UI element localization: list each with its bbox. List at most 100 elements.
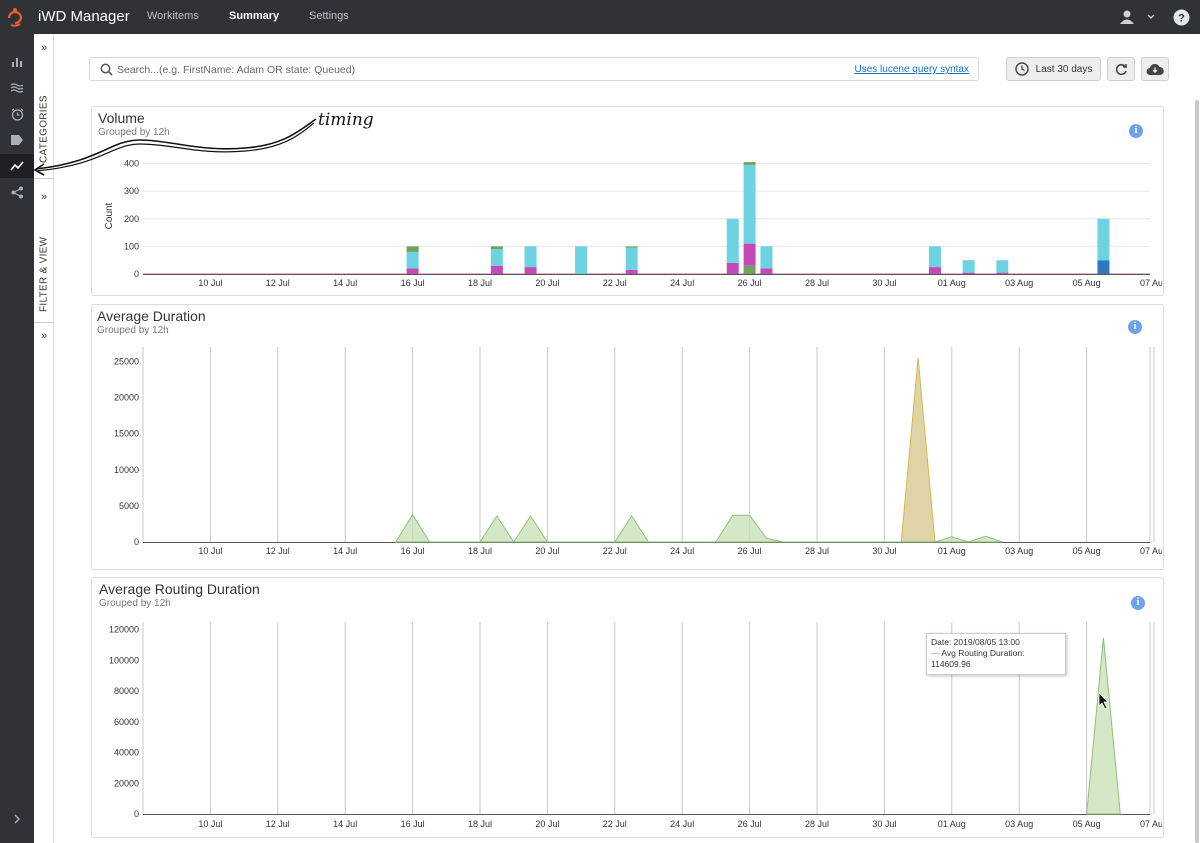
expand-filter-icon[interactable]: » [40, 191, 48, 203]
info-icon[interactable]: i [1128, 320, 1142, 334]
x-tick-label: 18 Jul [468, 546, 492, 556]
clock-icon [1014, 62, 1029, 76]
x-tick-label: 12 Jul [266, 278, 290, 288]
x-tick-label: 24 Jul [670, 819, 694, 829]
y-tick-label: 300 [124, 186, 139, 196]
bar-segment [406, 246, 419, 252]
x-tick-label: 12 Jul [266, 546, 290, 556]
x-tick-label: 30 Jul [872, 819, 896, 829]
y-tick-label: 20000 [114, 778, 139, 788]
top-bar: iWD Manager Workitems Summary Settings ? [0, 0, 1200, 34]
x-tick-label: 30 Jul [872, 546, 896, 556]
expand-categories-icon[interactable]: » [40, 42, 48, 54]
volume-subtitle: Grouped by 12h [98, 127, 170, 138]
area-series [394, 513, 1003, 543]
bar-chart-icon [12, 58, 22, 67]
y-tick-label: 15000 [114, 429, 139, 439]
mouse-cursor-icon [1098, 692, 1109, 710]
x-tick-label: 07 Aug [1140, 278, 1162, 288]
tooltip-date: Date: 2019/08/05 13:00 [931, 637, 1020, 647]
refresh-icon [1115, 63, 1127, 75]
y-tick-label: 25000 [114, 356, 139, 366]
x-tick-label: 05 Aug [1073, 278, 1101, 288]
share-icon [11, 186, 23, 198]
scrollbar[interactable] [1195, 100, 1199, 843]
x-tick-label: 16 Jul [401, 819, 425, 829]
nav-alarms[interactable] [0, 102, 34, 126]
help-icon[interactable]: ? [1173, 9, 1190, 26]
nav-share[interactable] [0, 180, 34, 204]
bar-segment [490, 246, 503, 250]
divider [34, 178, 54, 179]
bar-segment [962, 260, 975, 273]
x-tick-label: 03 Aug [1005, 546, 1033, 556]
y-tick-label: 100 [124, 241, 139, 251]
bar-segment [524, 246, 537, 268]
expand-panel-icon[interactable]: » [40, 330, 48, 342]
x-tick-label: 12 Jul [266, 819, 290, 829]
trend-icon [10, 161, 24, 171]
y-tick-label: 200 [124, 214, 139, 224]
y-tick-label: 80000 [114, 686, 139, 696]
tab-summary[interactable]: Summary [229, 10, 280, 22]
nav-summary-charts[interactable] [0, 50, 34, 74]
nav-timing[interactable] [0, 154, 34, 178]
info-icon[interactable]: i [1129, 124, 1143, 138]
bar-segment [996, 260, 1009, 273]
bar-segment [406, 251, 419, 269]
categories-tab[interactable]: CATEGORIES [38, 95, 50, 163]
app-title: iWD Manager [38, 8, 130, 25]
y-tick-label: 0 [134, 809, 139, 819]
user-avatar-icon[interactable] [1119, 9, 1135, 25]
bar-segment [928, 267, 941, 274]
chevron-down-icon[interactable] [1146, 12, 1156, 22]
bar-segment [743, 243, 756, 266]
tab-settings[interactable]: Settings [309, 10, 349, 22]
divider [34, 322, 54, 323]
volume-title: Volume [98, 110, 145, 126]
x-tick-label: 14 Jul [333, 278, 357, 288]
avg-routing-title: Average Routing Duration [99, 581, 260, 597]
bar-segment [406, 268, 419, 274]
x-tick-label: 07 Aug [1140, 819, 1162, 829]
side-panel: » CATEGORIES » FILTER & VIEW » [34, 34, 54, 843]
left-nav [0, 34, 34, 843]
y-tick-label: 120000 [109, 625, 139, 635]
area-series [1086, 637, 1121, 815]
y-tick-label: 0 [134, 269, 139, 279]
nav-tags[interactable] [0, 128, 34, 152]
y-tick-label: 10000 [114, 465, 139, 475]
refresh-button[interactable] [1107, 57, 1135, 81]
lucene-syntax-link[interactable]: Uses lucene query syntax [854, 64, 969, 75]
bar-segment [743, 265, 756, 274]
search-icon [100, 63, 113, 76]
info-icon[interactable]: i [1131, 596, 1145, 610]
bar-segment [1097, 260, 1110, 274]
x-tick-label: 14 Jul [333, 546, 357, 556]
y-tick-label: 5000 [119, 501, 139, 511]
chart-tooltip: Date: 2019/08/05 13:00 — Avg Routing Dur… [926, 633, 1066, 675]
date-range-button[interactable]: Last 30 days [1006, 57, 1101, 81]
bar-segment [743, 162, 756, 165]
x-tick-label: 26 Jul [738, 278, 762, 288]
y-tick-label: 40000 [114, 748, 139, 758]
search-input[interactable] [117, 61, 817, 78]
bar-segment [490, 265, 503, 274]
nav-streams[interactable] [0, 76, 34, 100]
x-tick-label: 24 Jul [670, 278, 694, 288]
filter-view-tab[interactable]: FILTER & VIEW [38, 236, 50, 312]
y-tick-label: 100000 [109, 655, 139, 665]
x-tick-label: 22 Jul [603, 546, 627, 556]
bar-segment [962, 272, 975, 274]
bar-segment [1097, 218, 1110, 261]
y-tick-label: 400 [124, 159, 139, 169]
bar-segment [726, 218, 739, 263]
bar-segment [760, 246, 773, 269]
tab-workitems[interactable]: Workitems [147, 10, 199, 22]
genesys-logo-icon [7, 8, 23, 27]
bar-segment [625, 269, 638, 274]
download-button[interactable] [1141, 57, 1169, 81]
expand-nav-button[interactable] [0, 807, 34, 831]
x-tick-label: 18 Jul [468, 278, 492, 288]
x-tick-label: 22 Jul [603, 278, 627, 288]
